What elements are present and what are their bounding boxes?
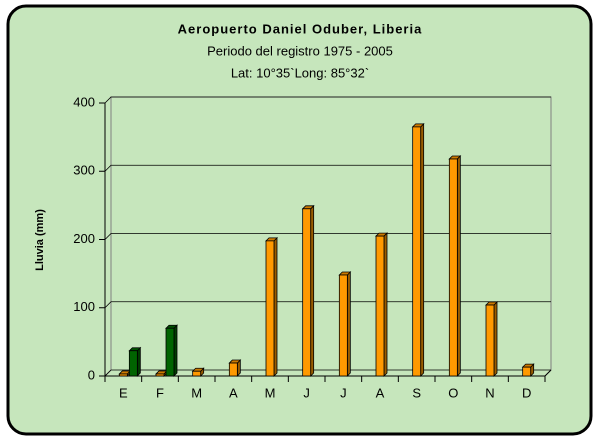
grid-line [104, 369, 551, 377]
bar-face [165, 327, 175, 377]
bar [191, 367, 205, 377]
chart-subtitle: Periodo del registro 1975 - 2005 [207, 43, 393, 58]
x-tick-label: F [156, 385, 164, 400]
x-tick-label: J [303, 385, 310, 400]
bar-face [265, 240, 275, 377]
x-tick-label: S [412, 385, 421, 400]
bar [301, 204, 315, 377]
bar-face [456, 154, 461, 377]
bar-face [228, 362, 238, 377]
chart-title: Aeropuerto Daniel Oduber, Liberia [178, 21, 423, 36]
bar [521, 363, 535, 377]
annotation: Lat: 10°35`Long: 85°32` [231, 65, 369, 80]
bar-face [155, 373, 165, 377]
y-tick-label: 300 [73, 163, 95, 178]
x-tick-label: A [229, 385, 238, 400]
x-tick-label: N [485, 385, 494, 400]
bar-face [412, 126, 422, 377]
bar-face [136, 346, 141, 377]
bar [448, 154, 462, 377]
bar-face [118, 373, 128, 377]
bar-face [448, 158, 458, 377]
grid-line [104, 233, 551, 240]
y-tick-label: 200 [73, 231, 95, 246]
y-tick-label: 0 [88, 367, 95, 382]
x-tick-label: D [522, 385, 531, 400]
x-tick-label: A [376, 385, 385, 400]
bar-face [485, 304, 495, 377]
x-tick-label: M [265, 385, 276, 400]
y-tick-label: 400 [73, 94, 95, 109]
bar-face [173, 324, 178, 377]
bar [411, 122, 425, 377]
grid-line [104, 301, 551, 309]
y-axis-label: Lluvia (mm) [34, 209, 46, 271]
bar-face [383, 232, 388, 377]
x-tick-label: M [191, 385, 202, 400]
bar-face [192, 370, 202, 377]
bar [165, 324, 178, 377]
bar-face [346, 271, 351, 377]
x-tick-label: E [119, 385, 128, 400]
bar [128, 346, 142, 377]
bar-face [273, 236, 278, 377]
bar [485, 301, 498, 377]
bar-face [310, 204, 315, 377]
bar [265, 236, 278, 377]
bar-face [375, 235, 385, 377]
x-tick-label: J [340, 385, 347, 400]
bar-face [302, 208, 312, 377]
bar [375, 232, 388, 377]
bar-face [420, 122, 425, 377]
grid-line [104, 164, 551, 172]
bar [228, 359, 242, 377]
bar-face [493, 301, 498, 377]
grid-line [104, 96, 551, 104]
x-tick-label: O [448, 385, 458, 400]
bar-face [522, 366, 532, 377]
bar-face [128, 350, 138, 377]
bar [338, 271, 352, 377]
x-axis-back [544, 369, 552, 377]
bar-face [338, 274, 348, 377]
y-tick-label: 100 [73, 299, 95, 314]
